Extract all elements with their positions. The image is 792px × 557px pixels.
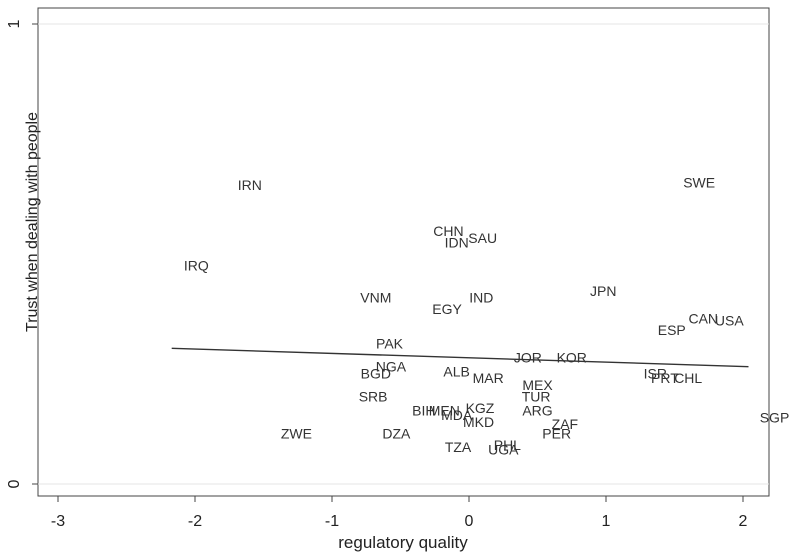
point-label-mda: MDA (441, 407, 473, 423)
point-label-uga: UGA (488, 442, 519, 458)
fit-line (171, 347, 749, 368)
point-label-phl: PHL (494, 437, 521, 453)
point-label-irn: IRN (238, 177, 262, 193)
y-tick-label-1: 1 (6, 19, 23, 28)
point-label-zaf: ZAF (552, 416, 578, 432)
point-label-can: CAN (688, 310, 718, 326)
point-label-irq: IRQ (184, 258, 209, 274)
point-label-usa: USA (715, 313, 744, 329)
x-tick-label-4: 1 (602, 513, 611, 530)
fit-line-group (171, 347, 749, 368)
point-label-prt: PRT (651, 370, 679, 386)
point-label-tza: TZA (445, 439, 472, 455)
point-label-jor: JOR (514, 350, 542, 366)
y-axis-label: Trust when dealing with people (24, 112, 41, 332)
point-label-chl: CHL (674, 370, 702, 386)
x-axis-label: regulatory quality (338, 533, 468, 552)
y-tick-label-0: 0 (6, 479, 23, 488)
point-label-mar: MAR (473, 370, 504, 386)
x-tick-label-2: -1 (325, 513, 339, 530)
point-label-chn: CHN (433, 223, 463, 239)
x-tick-label-5: 2 (739, 513, 748, 530)
point-label-dza: DZA (382, 425, 411, 441)
point-label-sgp: SGP (760, 409, 790, 425)
point-label-tur: TUR (522, 389, 551, 405)
point-label-bih: BIH (412, 402, 435, 418)
grid-lines (38, 23, 769, 485)
point-label-esp: ESP (658, 322, 686, 338)
point-label-jpn: JPN (590, 283, 616, 299)
point-label-idn: IDN (445, 235, 469, 251)
point-label-kgz: KGZ (466, 400, 495, 416)
point-label-arg: ARG (522, 402, 552, 418)
point-label-isr: ISR (644, 366, 667, 382)
x-tick-label-0: -3 (51, 513, 65, 530)
point-label-ind: IND (469, 290, 493, 306)
point-label-alb: ALB (443, 363, 469, 379)
y-axis: 01 (6, 19, 38, 488)
point-label-mex: MEX (522, 377, 553, 393)
point-label-men: MEN (429, 402, 460, 418)
x-tick-label-3: 0 (465, 513, 474, 530)
point-label-zwe: ZWE (281, 425, 312, 441)
point-label-nga: NGA (376, 359, 407, 375)
point-label-vnm: VNM (360, 290, 391, 306)
point-label-swe: SWE (683, 175, 715, 191)
point-label-sau: SAU (468, 230, 497, 246)
plot-background (37, 7, 770, 497)
x-tick-label-1: -2 (188, 513, 202, 530)
point-label-per: PER (542, 425, 571, 441)
point-label-pak: PAK (376, 336, 404, 352)
point-label-bgd: BGD (361, 366, 391, 382)
x-axis: -3 -2 -1 0 1 2 (51, 496, 748, 530)
point-label-mkd: MKD (463, 414, 494, 430)
point-label-egy: EGY (432, 301, 462, 317)
point-label-srb: SRB (359, 389, 388, 405)
point-label-kor: KOR (557, 350, 587, 366)
